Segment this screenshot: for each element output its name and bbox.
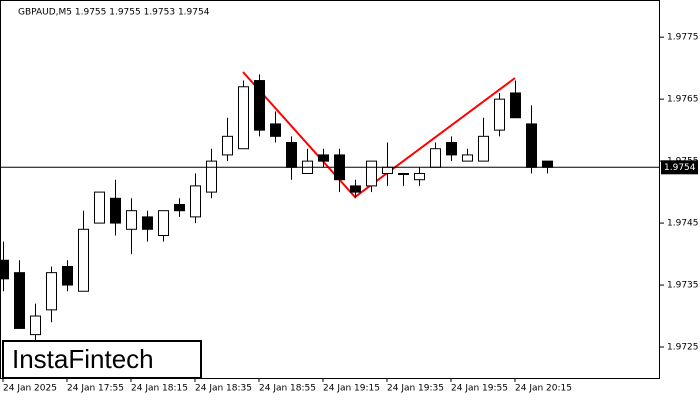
- candle-body-up: [78, 228, 89, 292]
- x-tick-label: 24 Jan 18:35: [195, 384, 252, 394]
- last-price-box: [661, 160, 698, 175]
- y-tick-label: 1.9765: [667, 95, 699, 105]
- candle-body-up: [46, 272, 57, 311]
- y-tick-label: 1.9775: [667, 33, 699, 43]
- candle-body-up: [126, 210, 137, 230]
- candle-body-down: [14, 272, 25, 329]
- x-tick-label: 24 Jan 19:55: [451, 384, 508, 394]
- candle-body-down: [526, 123, 537, 168]
- x-tick-label: 24 Jan 19:15: [323, 384, 380, 394]
- candle-body-up: [158, 210, 169, 236]
- candle-body-up: [222, 135, 233, 156]
- candle-body-down: [142, 216, 153, 230]
- candle-body-up: [238, 86, 249, 150]
- y-tick-label: 1.9725: [667, 343, 699, 353]
- candle-body-up: [366, 160, 377, 187]
- x-tick-label: 24 Jan 17:55: [67, 384, 124, 394]
- candle-body-up: [478, 135, 489, 162]
- candle-body-down: [254, 80, 265, 131]
- series-layer: [0, 74, 553, 341]
- x-tick-label: 24 Jan 18:15: [131, 384, 188, 394]
- watermark: InstaFintech: [12, 344, 154, 374]
- candle-body-down: [318, 154, 329, 162]
- x-tick-label: 24 Jan 2025: [3, 384, 57, 394]
- candle-body-up: [398, 173, 409, 176]
- candle-body-up: [494, 98, 505, 131]
- x-tick-label: 24 Jan 18:55: [259, 384, 316, 394]
- y-tick-label: 1.9735: [667, 281, 699, 291]
- candle-body-down: [350, 185, 361, 193]
- x-tick-label: 24 Jan 20:15: [515, 384, 572, 394]
- candle-body-up: [430, 148, 441, 168]
- candle-body-up: [382, 166, 393, 175]
- chart-title: GBPAUD,M5 1.9755 1.9755 1.9753 1.9754: [18, 8, 210, 18]
- plot-frame: [0, 0, 660, 379]
- watermark-box: [2, 340, 202, 379]
- candle-body-down: [446, 142, 457, 156]
- last-price-label: 1.9754: [664, 163, 696, 173]
- candle-body-up: [94, 191, 105, 224]
- candle-body-down: [110, 197, 121, 224]
- candle-body-down: [270, 123, 281, 137]
- candle-body-down: [62, 265, 73, 286]
- candle-body-down: [542, 160, 553, 168]
- candle-body-down: [0, 259, 9, 280]
- candle-body-down: [174, 203, 185, 212]
- candle-body-up: [190, 185, 201, 218]
- y-tick-label: 1.9745: [667, 219, 699, 229]
- candle-body-up: [462, 154, 473, 162]
- candle-body-down: [286, 142, 297, 168]
- candle-body-up: [206, 160, 217, 193]
- candle-body-down: [510, 92, 521, 119]
- x-tick-label: 24 Jan 19:35: [387, 384, 444, 394]
- candle-body-up: [30, 315, 41, 336]
- candle-body-up: [414, 173, 425, 181]
